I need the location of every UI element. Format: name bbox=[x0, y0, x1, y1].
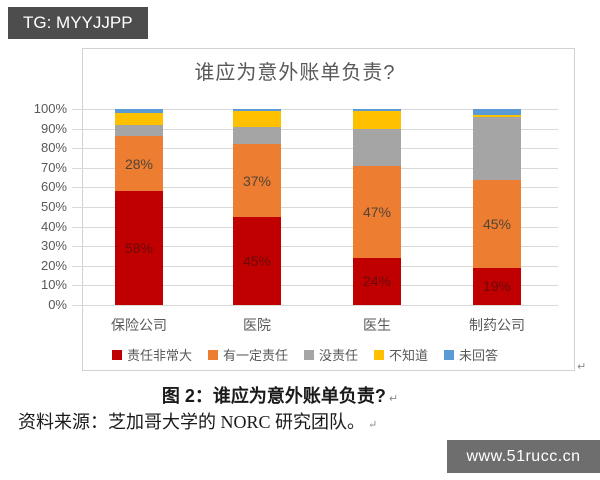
y-tick-label: 40% bbox=[40, 218, 67, 234]
data-label: 58% bbox=[124, 240, 154, 257]
segment-责任非常大: 45% bbox=[233, 216, 281, 305]
gridline bbox=[72, 128, 558, 130]
gridline bbox=[72, 226, 558, 228]
telegram-badge: TG: MYYJJPP bbox=[8, 7, 148, 39]
segment-没责任 bbox=[473, 116, 521, 180]
gridline bbox=[72, 265, 558, 267]
gridline bbox=[72, 148, 558, 150]
x-category-label: 保险公司 bbox=[111, 317, 167, 333]
data-label: 45% bbox=[482, 215, 512, 232]
plot-area: 58% 28% 45% 37% 24% 47% 19% 45% bbox=[72, 109, 558, 306]
legend-item-没责任: 没责任 bbox=[303, 345, 358, 364]
segment-责任非常大: 24% bbox=[353, 257, 401, 305]
figure-caption-text: 图 2：谁应为意外账单负责? bbox=[161, 386, 386, 406]
segment-未回答 bbox=[473, 109, 521, 115]
stacked-bar-医生: 24% 47% bbox=[353, 109, 401, 305]
legend-swatch-icon bbox=[207, 349, 218, 360]
paragraph-mark-icon: ↵ bbox=[388, 393, 399, 405]
x-category-label: 医生 bbox=[363, 317, 391, 333]
y-tick-label: 30% bbox=[40, 238, 67, 254]
segment-有一定责任: 37% bbox=[233, 144, 281, 217]
segment-不知道 bbox=[115, 112, 163, 125]
legend-swatch-icon bbox=[111, 349, 122, 360]
segment-不知道 bbox=[353, 111, 401, 129]
gridline bbox=[72, 305, 558, 306]
y-tick-label: 50% bbox=[40, 199, 67, 214]
gridline bbox=[72, 246, 558, 248]
segment-未回答 bbox=[233, 109, 281, 111]
gridline bbox=[72, 109, 558, 110]
legend-item-责任非常大: 责任非常大 bbox=[111, 345, 192, 364]
source-note-text: 资料来源：芝加哥大学的 NORC 研究团队。 bbox=[18, 412, 366, 432]
y-tick-label: 70% bbox=[40, 159, 67, 175]
chart-title: 谁应为意外账单负责? bbox=[194, 62, 396, 84]
legend-label: 没责任 bbox=[318, 348, 358, 363]
data-label: 45% bbox=[242, 252, 272, 269]
segment-不知道 bbox=[233, 111, 281, 127]
stacked-bar-制药公司: 19% 45% bbox=[473, 109, 521, 305]
legend-swatch-icon bbox=[374, 349, 384, 360]
legend-item-不知道: 不知道 bbox=[374, 345, 428, 364]
segment-未回答 bbox=[353, 109, 401, 111]
legend-label: 责任非常大 bbox=[126, 348, 192, 363]
y-tick-label: 60% bbox=[40, 179, 67, 195]
legend-item-未回答: 未回答 bbox=[444, 345, 498, 364]
segment-有一定责任: 47% bbox=[353, 165, 401, 258]
legend-label: 不知道 bbox=[389, 348, 429, 363]
data-label: 24% bbox=[362, 273, 392, 290]
segment-责任非常大: 19% bbox=[473, 267, 521, 305]
chart-frame bbox=[82, 48, 575, 371]
legend-swatch-icon bbox=[303, 349, 314, 360]
data-label: 47% bbox=[362, 203, 392, 220]
gridline bbox=[72, 285, 558, 287]
segment-有一定责任: 45% bbox=[473, 179, 521, 268]
paragraph-mark-icon: ↵ bbox=[368, 419, 378, 431]
data-label: 19% bbox=[482, 278, 512, 295]
y-tick-label: 20% bbox=[40, 257, 67, 273]
gridline bbox=[72, 167, 558, 169]
stacked-bar-医院: 45% 37% bbox=[233, 109, 281, 305]
gridline bbox=[72, 187, 558, 189]
y-tick-label: 100% bbox=[33, 101, 67, 116]
data-label: 28% bbox=[124, 155, 154, 172]
segment-未回答 bbox=[115, 109, 163, 113]
gridline bbox=[72, 207, 558, 208]
x-category-label: 医院 bbox=[243, 317, 271, 333]
chart-legend: 责任非常大 有一定责任 没责任 不知道 未回答 bbox=[60, 345, 550, 364]
segment-不知道 bbox=[473, 114, 521, 117]
stacked-bar-保险公司: 58% 28% bbox=[115, 109, 163, 305]
segment-没责任 bbox=[353, 128, 401, 166]
legend-item-有一定责任: 有一定责任 bbox=[207, 345, 288, 364]
y-tick-label: 90% bbox=[40, 120, 67, 136]
segment-没责任 bbox=[233, 126, 281, 145]
y-tick-label: 0% bbox=[48, 297, 67, 312]
watermark: www.51rucc.cn bbox=[447, 440, 600, 473]
legend-swatch-icon bbox=[444, 349, 455, 360]
data-label: 37% bbox=[242, 172, 272, 189]
source-note: 资料来源：芝加哥大学的 NORC 研究团队。 ↵ bbox=[18, 408, 377, 434]
y-tick-label: 10% bbox=[40, 277, 67, 293]
segment-有一定责任: 28% bbox=[115, 136, 163, 192]
x-category-label: 制药公司 bbox=[469, 317, 525, 333]
segment-责任非常大: 58% bbox=[115, 191, 163, 305]
figure-caption: 图 2：谁应为意外账单负责? ↵ bbox=[0, 382, 560, 408]
legend-label: 未回答 bbox=[459, 348, 499, 363]
y-tick-label: 80% bbox=[40, 140, 67, 156]
legend-label: 有一定责任 bbox=[222, 348, 288, 363]
paragraph-mark-icon: ↵ bbox=[577, 361, 587, 373]
segment-没责任 bbox=[115, 124, 163, 137]
